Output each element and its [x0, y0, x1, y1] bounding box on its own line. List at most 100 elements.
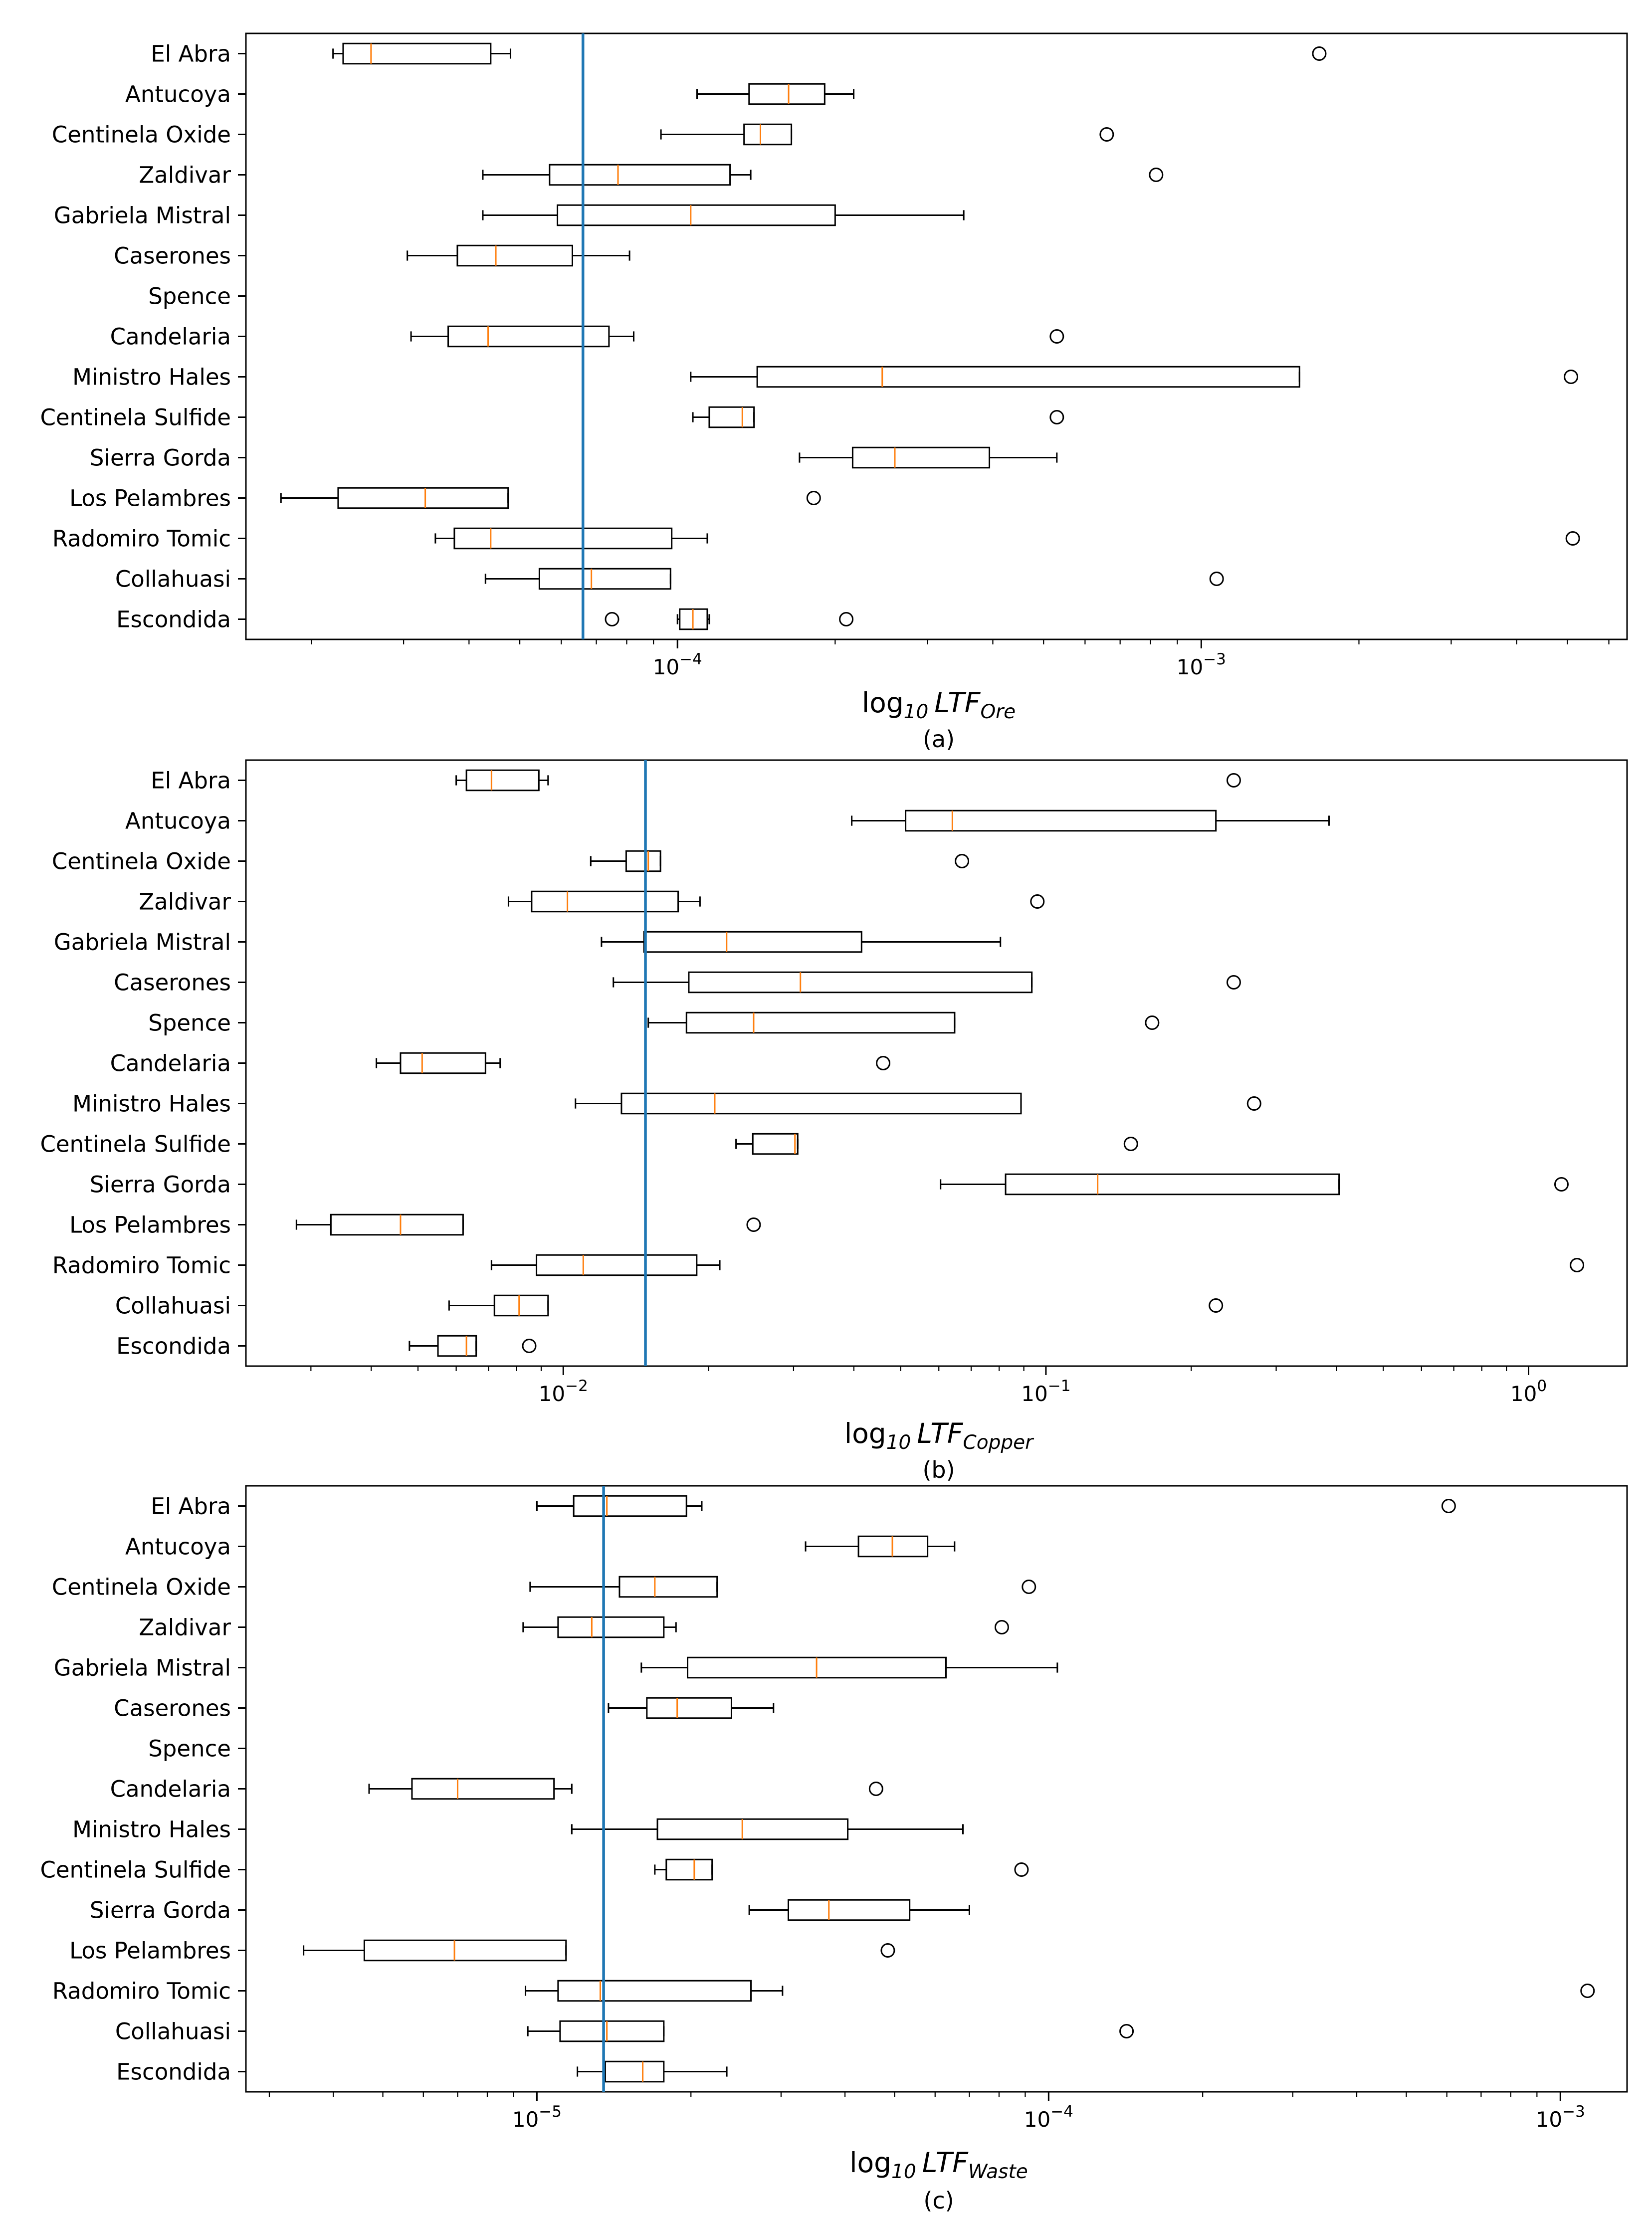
outlier-point — [1145, 1015, 1160, 1030]
box-iqr — [559, 2020, 665, 2042]
y-tick-label: Spence — [148, 1010, 231, 1036]
box-iqr — [493, 1294, 549, 1317]
y-tick-label: Ministro Hales — [72, 1816, 231, 1843]
y-tick-label: Gabriela Mistral — [54, 1655, 231, 1681]
outlier-point — [1049, 329, 1064, 344]
x-axis-label: log10 LTFOre — [862, 687, 1016, 723]
x-tick-label: 10−3 — [1536, 2103, 1585, 2132]
outlier-point — [1030, 894, 1045, 909]
outlier-point — [1312, 46, 1327, 61]
y-tick-label: Sierra Gorda — [90, 445, 231, 471]
box-iqr — [437, 1335, 477, 1357]
outlier-point — [1123, 1137, 1138, 1151]
box-el-abra — [332, 42, 1327, 65]
outlier-point — [839, 612, 854, 626]
y-tick-label: Gabriela Mistral — [54, 929, 231, 956]
y-tick-label: Centinela Sulfide — [40, 1857, 231, 1883]
y-tick-label: Zaldivar — [139, 162, 231, 189]
x-axis-label: log10 LTFWaste — [849, 2147, 1028, 2183]
box-caserones — [608, 1697, 775, 1719]
outlier-point — [876, 1056, 891, 1070]
outlier-point — [1099, 127, 1114, 142]
box-gabriela-mistral — [640, 1656, 1058, 1679]
box-iqr — [447, 325, 610, 348]
outlier-point — [1049, 410, 1064, 424]
box-radomiro-tomic — [490, 1254, 1585, 1276]
outlier-point — [746, 1217, 761, 1232]
box-ministro-hales — [575, 1092, 1261, 1115]
y-tick-label: Escondida — [116, 1333, 231, 1360]
box-iqr — [619, 1576, 718, 1598]
box-radomiro-tomic — [525, 1980, 1595, 2002]
box-iqr — [620, 1092, 1022, 1115]
outlier-point — [1226, 773, 1241, 788]
box-iqr — [573, 1495, 687, 1517]
outlier-point — [994, 1620, 1009, 1634]
outlier-point — [1022, 1580, 1036, 1594]
y-tick-label: Caserones — [114, 970, 231, 996]
outlier-point — [1226, 975, 1241, 990]
box-collahuasi — [527, 2020, 1134, 2042]
box-iqr — [557, 1616, 665, 1638]
box-centinela-oxide — [590, 850, 970, 872]
box-iqr — [656, 1818, 849, 1840]
box-gabriela-mistral — [482, 204, 965, 226]
box-radomiro-tomic — [434, 527, 1580, 550]
box-iqr — [342, 42, 492, 65]
box-iqr — [538, 568, 671, 590]
box-candelaria — [410, 325, 1064, 348]
box-los-pelambres — [280, 487, 821, 509]
y-tick-label: Antucoya — [125, 1534, 231, 1560]
box-iqr — [531, 890, 679, 913]
y-tick-label: Antucoya — [125, 808, 231, 834]
y-tick-label: Los Pelambres — [69, 1938, 231, 1964]
box-iqr — [536, 1254, 698, 1276]
box-iqr — [465, 769, 540, 792]
box-iqr — [752, 1133, 799, 1155]
x-tick-label: 10−1 — [1021, 1377, 1070, 1406]
y-tick-label: Collahuasi — [115, 566, 231, 593]
panel-caption: (b) — [922, 1456, 955, 1483]
box-iqr — [604, 2060, 665, 2083]
outlier-point — [1119, 2024, 1134, 2038]
y-tick-label: Centinela Oxide — [52, 122, 231, 148]
y-tick-label: Los Pelambres — [69, 1212, 231, 1238]
box-escondida — [577, 2060, 728, 2083]
panel-c: log10 LTFWaste (c) 10−5 10−4 10−3 El Abra Ant… — [40, 1485, 1628, 2214]
box-iqr — [411, 1778, 555, 1800]
x-tick-label: 10−5 — [512, 2103, 562, 2132]
y-tick-label: Centinela Sulfide — [40, 1131, 231, 1158]
box-iqr — [456, 244, 573, 267]
outlier-point — [1441, 1499, 1456, 1513]
outlier-point — [1554, 1177, 1569, 1192]
x-tick-label: 10−2 — [539, 1377, 588, 1406]
outlier-point — [1014, 1862, 1029, 1877]
outlier-point — [868, 1782, 883, 1796]
box-iqr — [905, 809, 1217, 832]
y-tick-label: Zaldivar — [139, 889, 231, 915]
outlier-point — [1149, 168, 1164, 182]
box-iqr — [756, 366, 1300, 388]
outlier-point — [1246, 1096, 1261, 1111]
y-tick-label: El Abra — [151, 1493, 231, 1520]
x-tick-label: 10−4 — [1024, 2103, 1073, 2132]
y-tick-label: Collahuasi — [115, 2018, 231, 2045]
box-iqr — [363, 1939, 567, 1962]
box-zaldivar — [482, 164, 1164, 186]
box-sierra-gorda — [940, 1173, 1569, 1196]
outlier-point — [1565, 531, 1580, 546]
box-iqr — [643, 931, 862, 953]
box-iqr — [748, 83, 826, 105]
box-iqr — [453, 527, 673, 550]
outlier-point — [522, 1339, 537, 1353]
outlier-point — [806, 491, 821, 505]
box-iqr — [1005, 1173, 1340, 1196]
y-tick-label: Escondida — [116, 2059, 231, 2085]
x-axis-label: log10 LTFCopper — [844, 1417, 1034, 1454]
box-iqr — [400, 1052, 486, 1074]
box-candelaria — [368, 1778, 883, 1800]
box-el-abra — [536, 1495, 1456, 1517]
y-tick-label: Candelaria — [110, 1050, 231, 1077]
box-los-pelambres — [303, 1939, 895, 1962]
